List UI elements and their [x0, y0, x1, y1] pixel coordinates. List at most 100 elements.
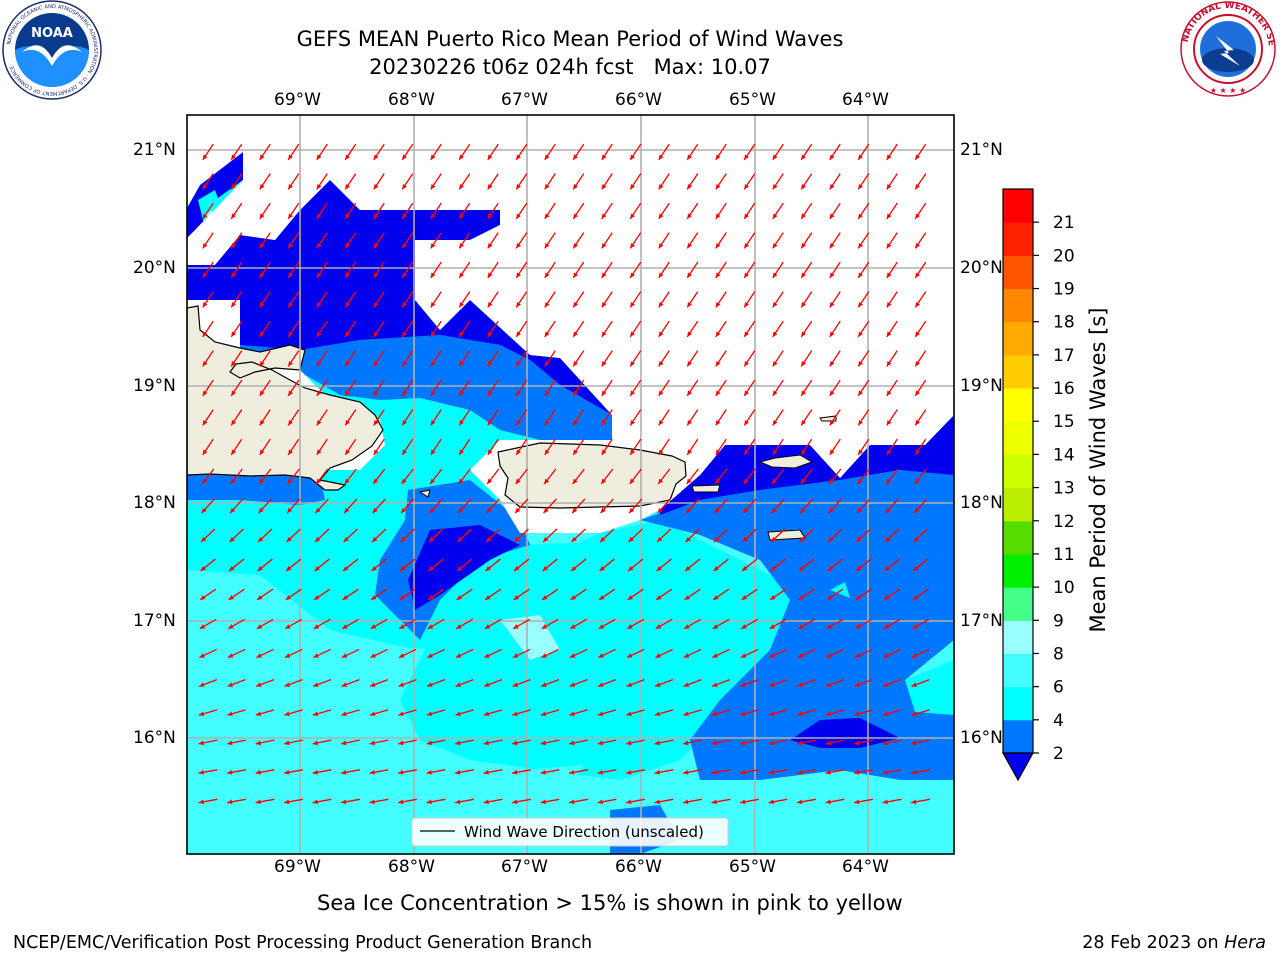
lat-label-right: 18°N	[960, 493, 1003, 513]
wind-arrow-head	[402, 301, 407, 308]
wind-arrow-head	[202, 213, 208, 219]
wind-arrow-head	[886, 478, 892, 485]
wind-arrow-head	[427, 682, 433, 687]
wind-arrow-head	[341, 799, 347, 805]
wind-arrow-head	[601, 419, 607, 426]
wind-arrow-head	[885, 536, 891, 543]
wind-arrow-head	[654, 769, 660, 775]
wind-arrow-head	[915, 331, 920, 337]
wind-arrow-head	[886, 449, 892, 455]
wind-arrow-head	[740, 682, 747, 687]
wind-arrow-head	[799, 536, 805, 543]
wind-arrow-head	[687, 154, 692, 160]
wind-arrow-head	[228, 595, 235, 600]
wind-arrow-head	[259, 213, 265, 219]
wind-arrow-head	[373, 301, 379, 308]
wind-arrow-head	[512, 711, 518, 717]
wind-arrow-head	[911, 799, 917, 805]
wind-arrow-head	[343, 536, 349, 543]
wind-arrow-head	[772, 242, 778, 249]
wind-arrow-head	[430, 449, 436, 455]
wind-arrow-head	[370, 624, 377, 629]
wind-arrow-head	[287, 478, 293, 485]
lat-label-left: 19°N	[133, 376, 176, 396]
wind-arrow-head	[829, 272, 835, 278]
wind-arrow-head	[828, 536, 834, 543]
wind-arrow-head	[683, 653, 690, 658]
wind-arrow-head	[259, 154, 265, 160]
wind-arrow-head	[687, 331, 692, 337]
wind-arrow-head	[544, 331, 550, 337]
wind-arrow-head	[740, 653, 747, 658]
wind-arrow-head	[597, 799, 603, 805]
wind-arrow-head	[201, 507, 207, 514]
wind-arrow-head	[658, 183, 664, 190]
wind-arrow-head	[713, 565, 719, 571]
wind-arrow-head	[656, 565, 662, 571]
wind-arrow-head	[886, 183, 892, 190]
wind-arrow-head	[544, 242, 550, 249]
wind-arrow-head	[487, 331, 493, 337]
wind-arrow-head	[398, 740, 404, 746]
colorbar-band	[1003, 653, 1033, 688]
wind-arrow-head	[801, 419, 806, 426]
wind-arrow-head	[798, 624, 804, 629]
wind-arrow-head	[544, 213, 550, 219]
wind-arrow-head	[573, 242, 578, 249]
wind-arrow-head	[316, 331, 322, 337]
wind-arrow-head	[257, 565, 263, 571]
wind-arrow-head	[515, 507, 521, 514]
wind-arrow-head	[883, 653, 889, 658]
wind-arrow-head	[744, 272, 749, 278]
wind-arrow-head	[886, 242, 892, 249]
wind-arrow-head	[286, 536, 292, 543]
wind-arrow-head	[854, 769, 860, 775]
wind-arrow-head	[316, 213, 322, 219]
wind-arrow-head	[573, 183, 578, 190]
wind-arrow-head	[487, 390, 493, 396]
wind-arrow-head	[801, 242, 806, 249]
lon-label-bottom: 64°W	[842, 857, 889, 877]
lat-label-left: 18°N	[133, 493, 176, 513]
wind-arrow-head	[544, 390, 550, 396]
wind-arrow-head	[202, 419, 208, 426]
wind-arrow-head	[486, 507, 492, 514]
wind-arrow-head	[544, 154, 550, 160]
wind-arrow-head	[658, 272, 664, 278]
period-2-4-east	[640, 470, 954, 780]
wind-arrow-head	[772, 449, 778, 455]
wind-arrow-head	[430, 478, 436, 485]
wind-arrow-head	[799, 565, 805, 571]
wind-arrow-head	[230, 507, 236, 514]
wind-arrow-head	[769, 624, 776, 629]
wind-arrow-head	[230, 478, 236, 485]
colorbar-tick-label: 20	[1053, 246, 1075, 266]
wind-arrow-head	[544, 301, 550, 308]
wind-arrow-head	[626, 769, 632, 775]
wind-arrow-head	[430, 242, 436, 249]
wind-arrow-head	[516, 272, 521, 278]
colorbar-tick-label: 11	[1053, 545, 1075, 565]
wind-arrow-head	[402, 154, 407, 160]
lon-label-top: 64°W	[842, 90, 889, 110]
wind-arrow-head	[744, 331, 749, 337]
wind-arrow-head	[400, 565, 406, 571]
wind-arrow-head	[772, 360, 778, 367]
wind-arrow-head	[858, 449, 863, 455]
wind-arrow-head	[687, 183, 692, 190]
wind-arrow-head	[630, 213, 635, 219]
wind-arrow-head	[886, 419, 892, 426]
wind-arrow-head	[715, 478, 721, 485]
wind-arrow-head	[284, 799, 290, 805]
hispaniola-land	[187, 305, 384, 491]
wind-arrow-head	[858, 272, 863, 278]
wind-arrow-head	[913, 565, 919, 571]
wind-arrow-head	[398, 799, 404, 805]
wind-arrow-head	[801, 183, 806, 190]
wind-arrow-head	[855, 595, 862, 600]
wind-arrow-head	[742, 565, 748, 571]
wind-arrow-head	[288, 183, 293, 190]
wind-arrow-head	[284, 682, 291, 687]
wind-arrow-head	[200, 595, 206, 600]
wind-arrow-head	[259, 242, 265, 249]
